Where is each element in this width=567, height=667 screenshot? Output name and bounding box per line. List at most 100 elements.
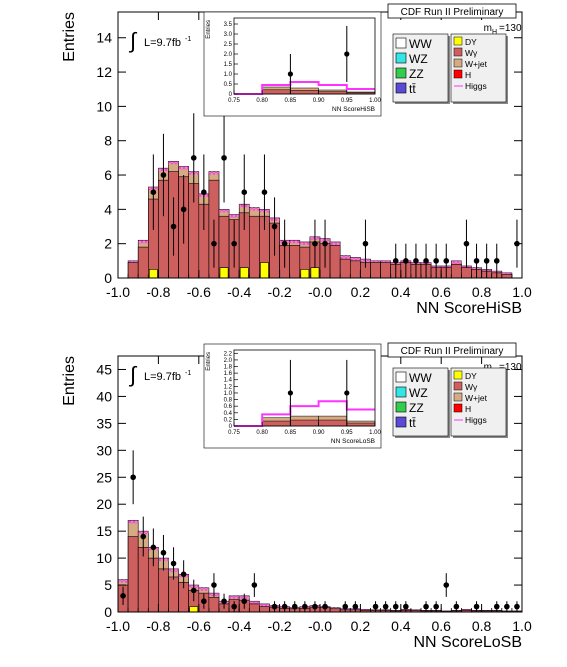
legend-label-wjet: W+jet: [465, 59, 488, 69]
inset-y-tick-label: 0.6: [224, 404, 233, 410]
bin-higgs-hatch: [118, 579, 129, 583]
data-point: [423, 258, 429, 264]
y-tick-label: 6: [104, 167, 112, 183]
bin-higgs-hatch: [340, 255, 351, 259]
inset-y-tick-label: 2.0: [224, 52, 233, 58]
bin-wgamma: [158, 568, 169, 613]
y-tick-label: 25: [96, 469, 112, 485]
y-tick-label: 4: [104, 201, 112, 217]
data-point: [211, 582, 217, 588]
x-tick-label: 1.0: [512, 618, 532, 634]
inset-y-tick-label: 0.5: [224, 82, 233, 88]
data-point: [221, 598, 227, 605]
bottom-chart-panel: -1.0 -0.8 -0.6 -0.4 -0.2 -0.0 0.2 0.4 0.6 0.8 1.00…: [61, 342, 532, 651]
legend-box: [450, 33, 507, 103]
y-tick-label: 45: [96, 361, 112, 377]
x-tick-label: 0.6: [431, 284, 451, 300]
inset-x-axis-label: NN ScoreLoSB: [331, 438, 375, 445]
y-tick-label: 2: [104, 236, 112, 252]
bin-wgamma: [168, 576, 179, 613]
data-point: [372, 603, 379, 610]
inset-y-tick-label: 3.5: [224, 22, 233, 28]
legend-label-wgamma: Wγ: [465, 382, 478, 392]
legend-swatch-wgamma: [453, 47, 463, 57]
inset-bin-wgamma: [261, 89, 291, 95]
inset-frame-outer: [203, 343, 382, 449]
inset-bin-wgamma: [290, 419, 319, 427]
integral-symbol: ∫: [128, 28, 138, 53]
data-point: [302, 603, 308, 610]
legend-swatch-wgamma: [453, 381, 463, 391]
data-point: [473, 258, 480, 264]
legend-label-wjet: W+jet: [465, 393, 488, 403]
bin-higgs-hatch: [259, 603, 270, 607]
bin-higgs-hatch: [168, 161, 179, 165]
bin-wgamma: [461, 267, 472, 279]
data-point: [180, 206, 187, 213]
x-tick-label: -0.2: [268, 284, 292, 300]
data-point: [453, 603, 460, 610]
bin-higgs-hatch: [451, 260, 462, 264]
legend-swatch-wz: [395, 52, 407, 64]
legend-label-ttbar: tt̄: [409, 416, 416, 430]
inset-x-tick-label: 0.75: [228, 430, 240, 436]
data-point: [190, 155, 197, 161]
data-point: [160, 172, 167, 178]
data-point: [170, 223, 177, 230]
data-point: [291, 603, 298, 610]
legend-swatch-wz: [395, 386, 407, 398]
y-tick-label: 5: [104, 577, 112, 593]
bin-wgamma: [329, 245, 341, 279]
bin-higgs-hatch: [229, 214, 240, 218]
bin-higgs-hatch: [128, 520, 139, 524]
inset-x-tick-label: 0.90: [313, 98, 325, 104]
inset-data-point: [344, 51, 350, 57]
mass-value: =130: [499, 23, 522, 34]
data-point: [382, 603, 389, 610]
header-box: [387, 3, 517, 19]
data-point: [150, 544, 157, 551]
bin-wgamma: [208, 597, 220, 613]
data-point: [392, 258, 399, 264]
bin-wgamma: [349, 260, 361, 279]
data-point: [281, 240, 288, 247]
data-point: [160, 549, 167, 556]
inset-x-tick-label: 0.95: [341, 98, 353, 104]
data-point: [362, 240, 369, 247]
inset-y-tick-label: 1.5: [224, 62, 233, 68]
y-tick-label: 40: [96, 388, 112, 404]
data-point: [413, 258, 419, 264]
data-point: [251, 582, 258, 588]
x-tick-label: 0.6: [431, 618, 451, 634]
inset-bin-wgamma: [261, 420, 291, 427]
inset-x-tick-label: 0.80: [256, 98, 268, 104]
data-point: [271, 603, 278, 610]
x-tick-label: 1.0: [512, 284, 532, 300]
data-point: [190, 587, 197, 594]
inset-frame-outer: [203, 11, 382, 117]
inset-y-tick-label: 1.4: [224, 378, 233, 384]
data-point: [120, 593, 126, 599]
mass-subscript: H: [492, 29, 497, 36]
data-point: [504, 603, 510, 610]
x-tick-label: 0.8: [472, 284, 492, 300]
bin-dy: [300, 269, 310, 279]
legend-box: [450, 367, 507, 437]
y-tick-label: 0: [104, 604, 112, 620]
data-point: [201, 189, 207, 195]
data-point: [322, 603, 328, 610]
x-tick-label: 0.8: [472, 618, 492, 634]
bin-wgamma: [370, 262, 381, 279]
x-axis-label: NN ScoreHiSB: [416, 300, 522, 317]
inset-higgs-line: [234, 81, 375, 95]
bin-wgamma: [249, 215, 260, 279]
bin-dy: [239, 267, 249, 279]
data-point: [231, 603, 237, 610]
legend-swatch-ww: [395, 37, 407, 49]
luminosity-label: L=9.7fb: [144, 371, 181, 383]
x-tick-label: 0.4: [391, 284, 411, 300]
inset-y-tick-label: 1.0: [224, 391, 233, 397]
x-tick-label: -0.4: [227, 618, 251, 634]
bin-higgs-hatch: [330, 241, 341, 245]
bin-wgamma: [380, 262, 392, 279]
